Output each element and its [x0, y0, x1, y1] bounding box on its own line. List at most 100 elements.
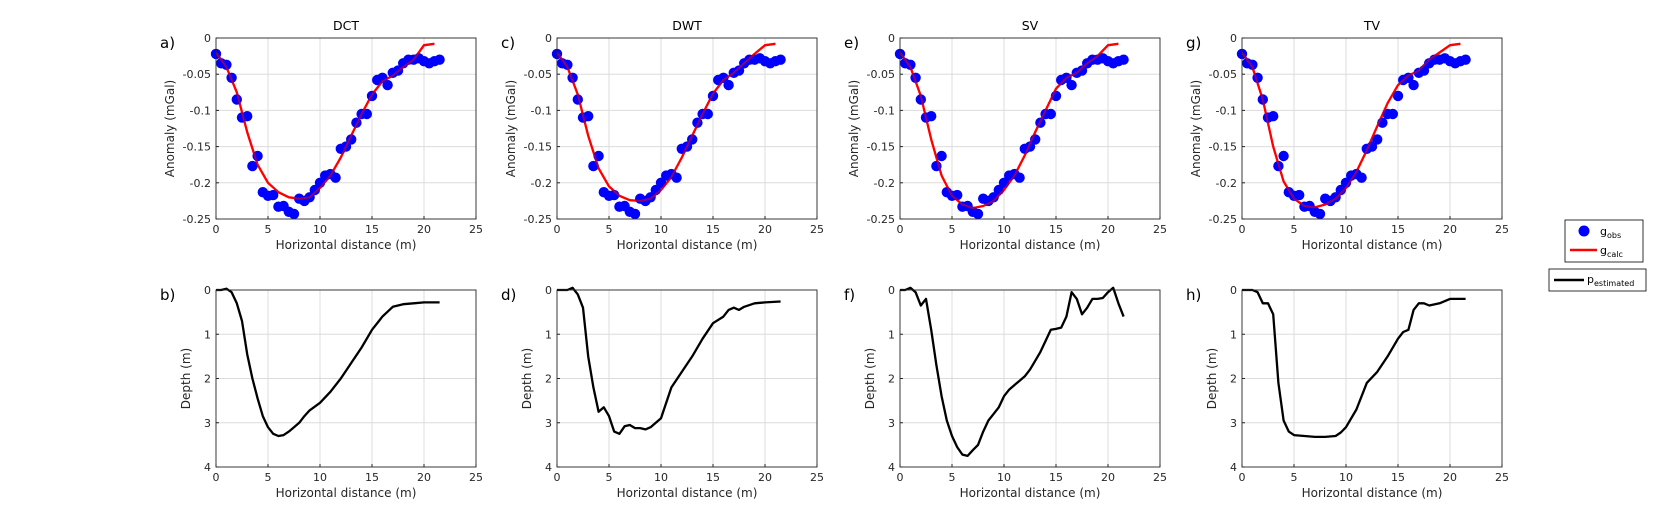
- y-tick-label: 3: [888, 417, 895, 430]
- x-tick-label: 5: [606, 471, 613, 484]
- x-tick-label: 5: [606, 223, 613, 236]
- y-axis-label: Anomaly (mGal): [504, 80, 518, 178]
- y-tick-label: -0.2: [874, 177, 895, 190]
- data-point-g-obs: [1392, 90, 1404, 102]
- y-tick-label: 4: [1230, 461, 1237, 474]
- axes-box: [215, 37, 477, 220]
- panel-a: 0 5 10 15 20 25 0 -0.05 -0.1 -0.15 -0.2 -0.25 Horizo…: [160, 18, 483, 252]
- legend-estimated-label: pestimated: [1587, 273, 1634, 288]
- x-tick-label: 15: [706, 223, 720, 236]
- x-tick-label: 25: [469, 223, 483, 236]
- panel-title: DCT: [333, 18, 359, 33]
- legend-obs-marker: [1578, 225, 1590, 237]
- data-point-g-obs: [361, 108, 372, 120]
- x-tick-label: 15: [706, 471, 720, 484]
- panel-title: DWT: [672, 18, 702, 33]
- y-tick-label: 0: [545, 284, 552, 297]
- x-tick-label: 20: [1101, 471, 1115, 484]
- y-tick-label: -0.25: [183, 213, 211, 226]
- axes-box: [1241, 289, 1503, 468]
- y-tick-label: -0.1: [874, 104, 895, 117]
- x-tick-label: 20: [417, 471, 431, 484]
- y-tick-label: 1: [204, 328, 211, 341]
- x-tick-label: 15: [365, 471, 379, 484]
- x-axis-label: Horizontal distance (m): [960, 486, 1101, 500]
- x-tick-label: 15: [1049, 471, 1063, 484]
- x-tick-label: 25: [469, 471, 483, 484]
- y-tick-label: 4: [545, 461, 552, 474]
- data-point-g-obs: [926, 111, 937, 122]
- data-point-g-obs: [1314, 208, 1326, 220]
- data-point-g-obs: [1408, 79, 1419, 91]
- x-tick-label: 10: [1339, 471, 1353, 484]
- y-tick-label: -0.15: [524, 141, 552, 154]
- y-tick-label: 4: [204, 461, 211, 474]
- data-point-g-obs: [702, 108, 713, 120]
- y-tick-label: 3: [1230, 417, 1237, 430]
- y-tick-label: -0.05: [867, 68, 895, 81]
- data-point-g-obs: [1387, 108, 1399, 120]
- data-point-g-obs: [733, 65, 745, 76]
- data-point-g-obs: [588, 160, 599, 172]
- panel-letter: f): [844, 286, 855, 304]
- panel-e: 0 5 10 15 20 25 0 -0.05 -0.1 -0.15 -0.2 -0.25 Horizo…: [844, 18, 1167, 252]
- y-tick-label: -0.1: [1216, 104, 1237, 117]
- series-line-g-calc-overlay: [900, 42, 1119, 210]
- x-tick-label: 25: [1495, 471, 1509, 484]
- series-line-g-calc-overlay: [557, 42, 776, 202]
- x-axis-label: Horizontal distance (m): [276, 238, 417, 252]
- data-point-g-obs: [629, 208, 641, 220]
- x-tick-label: 5: [1291, 223, 1298, 236]
- x-tick-label: 20: [1443, 223, 1457, 236]
- x-tick-label: 10: [313, 223, 327, 236]
- axes-box: [556, 289, 818, 468]
- x-tick-label: 5: [949, 471, 956, 484]
- data-point-g-obs: [972, 208, 984, 220]
- data-point-g-obs: [723, 79, 734, 91]
- data-point-g-obs: [1356, 172, 1367, 183]
- y-tick-label: 1: [545, 328, 552, 341]
- y-tick-label: -0.05: [183, 68, 211, 81]
- x-tick-label: 10: [654, 471, 668, 484]
- data-point-g-obs: [1076, 65, 1088, 76]
- y-axis-label: Anomaly (mGal): [1189, 80, 1203, 178]
- x-tick-label: 15: [1391, 223, 1405, 236]
- data-point-g-obs: [775, 54, 786, 65]
- legend-calc-label: gcalc: [1600, 244, 1623, 259]
- x-tick-label: 15: [365, 223, 379, 236]
- data-point-g-obs: [1268, 111, 1279, 122]
- x-tick-label: 0: [213, 223, 220, 236]
- data-point-g-obs: [718, 72, 729, 84]
- data-point-g-obs: [382, 79, 393, 91]
- y-tick-label: 2: [888, 373, 895, 386]
- series-line-p-estimated: [557, 286, 781, 435]
- y-tick-label: 4: [888, 461, 895, 474]
- data-point-g-obs: [288, 208, 300, 220]
- y-tick-label: -0.25: [1209, 213, 1237, 226]
- axes-box: [899, 289, 1161, 468]
- y-tick-label: -0.05: [1209, 68, 1237, 81]
- panel-letter: c): [501, 34, 515, 52]
- y-tick-label: 0: [888, 32, 895, 45]
- x-tick-label: 25: [1153, 223, 1167, 236]
- data-point-g-obs: [247, 160, 258, 172]
- legend-anomaly-box: [1564, 219, 1644, 263]
- x-tick-label: 25: [810, 223, 824, 236]
- panel-letter: a): [160, 34, 175, 52]
- data-point-g-obs: [330, 172, 341, 183]
- y-tick-label: 0: [204, 284, 211, 297]
- x-tick-label: 0: [213, 471, 220, 484]
- data-point-g-obs: [671, 172, 682, 183]
- panel-letter: d): [501, 286, 516, 304]
- panel-g: 0 5 10 15 20 25 0 -0.05 -0.1 -0.15 -0.2 -0.25 Horizo…: [1186, 18, 1509, 252]
- y-tick-label: 2: [1230, 373, 1237, 386]
- y-tick-label: -0.25: [524, 213, 552, 226]
- data-point-g-obs: [434, 54, 445, 65]
- data-point-g-obs: [583, 111, 594, 122]
- x-tick-label: 0: [897, 471, 904, 484]
- data-point-g-obs: [309, 184, 320, 196]
- x-tick-label: 5: [265, 471, 272, 484]
- legend-obs-label: gobs: [1600, 225, 1621, 240]
- x-tick-label: 20: [1443, 471, 1457, 484]
